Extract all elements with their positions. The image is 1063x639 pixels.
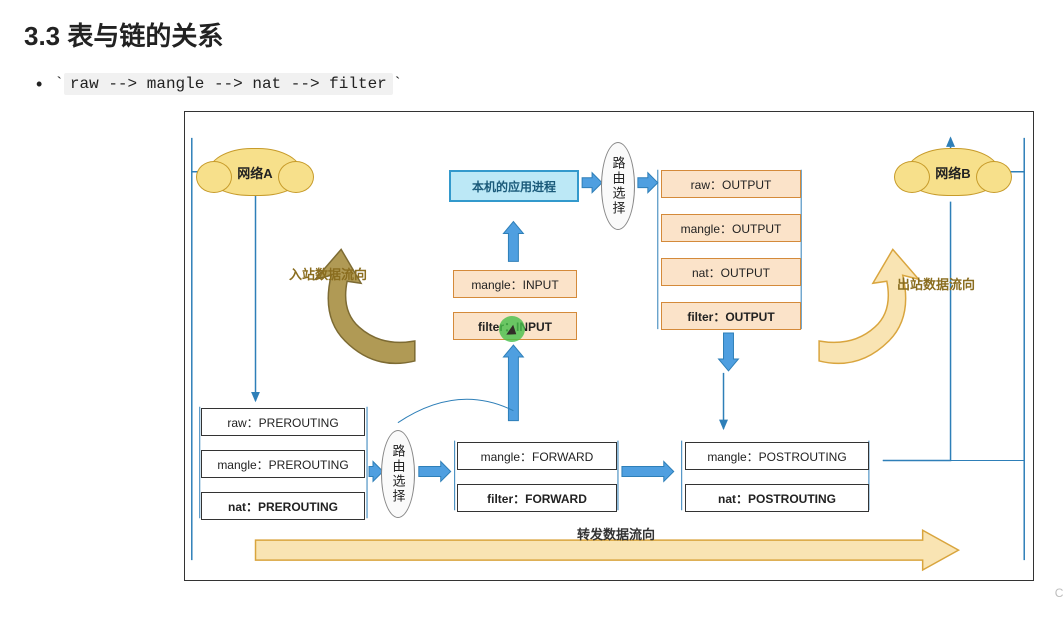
node-filter-forward: filter：FORWARD — [457, 484, 617, 512]
watermark: CSDN @Nightwish5 — [1055, 586, 1063, 600]
label-forward: 转发数据流向 — [577, 524, 655, 543]
node-mangle-output: mangle：OUTPUT — [661, 214, 801, 242]
cloud-network-a: 网络A — [207, 148, 303, 196]
route-decision-top: 路由选择 — [601, 142, 635, 230]
grave-open: ` — [54, 75, 64, 93]
diagram-frame: 网络A 网络B 路由选择 路由选择 本机的应用进程 mangle：INPUT fil… — [184, 111, 1034, 581]
node-app-proc: 本机的应用进程 — [449, 170, 579, 202]
node-mangle-postrouting: mangle：POSTROUTING — [685, 442, 869, 470]
chain-order-code: raw --> mangle --> nat --> filter — [64, 73, 393, 95]
bullet-dot: • — [36, 74, 42, 95]
node-raw-output: raw：OUTPUT — [661, 170, 801, 198]
section-heading: 3.3 表与链的关系 — [24, 16, 1039, 53]
grave-close: ` — [393, 75, 403, 93]
node-filter-output: filter：OUTPUT — [661, 302, 801, 330]
label-outflow: 出站数据流向 — [897, 274, 975, 293]
route-decision-bottom: 路由选择 — [381, 430, 415, 518]
node-raw-prerouting: raw：PREROUTING — [201, 408, 365, 436]
node-nat-output: nat：OUTPUT — [661, 258, 801, 286]
node-nat-prerouting: nat：PREROUTING — [201, 492, 365, 520]
node-mangle-input: mangle：INPUT — [453, 270, 577, 298]
cursor-indicator — [499, 316, 525, 342]
node-mangle-forward: mangle：FORWARD — [457, 442, 617, 470]
chain-order-row: • ` raw --> mangle --> nat --> filter ` — [36, 73, 1039, 95]
cloud-network-b: 网络B — [905, 148, 1001, 196]
label-inflow: 入站数据流向 — [289, 264, 367, 283]
node-nat-postrouting: nat：POSTROUTING — [685, 484, 869, 512]
node-mangle-prerouting: mangle：PREROUTING — [201, 450, 365, 478]
